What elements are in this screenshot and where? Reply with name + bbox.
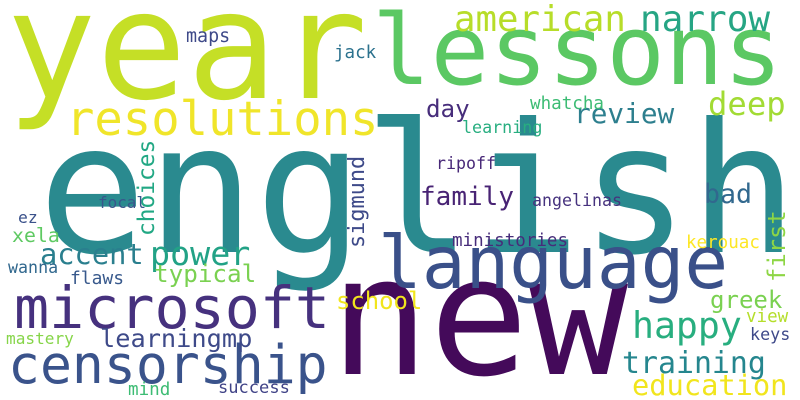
word-xela: xela [12,224,60,247]
word-school: school [336,287,423,315]
word-ripoff: ripoff [436,154,496,173]
word-narrow: narrow [640,0,771,40]
word-family: family [420,182,514,212]
word-year: year [6,0,368,134]
word-choices: choices [134,139,160,236]
word-education: education [632,368,788,400]
word-bad: bad [704,179,753,210]
word-training: training [622,346,766,381]
word-lessons: lessons [372,0,783,107]
word-sigmund: sigmund [345,155,370,248]
word-success: success [218,378,290,398]
word-ministories: ministories [452,231,568,251]
word-greek: greek [710,286,783,314]
word-whatcha: whatcha [530,94,604,114]
word-typical: typical [154,259,257,288]
word-censorship: censorship [8,334,328,396]
word-ez: ez [18,208,38,227]
word-new: new [330,221,628,400]
word-learning: learning [462,118,543,137]
word-keys: keys [750,324,791,344]
word-happy: happy [632,304,742,347]
word-flaws: flaws [70,268,124,289]
word-resolutions: resolutions [66,92,379,147]
word-angelinas: angelinas [532,191,622,210]
word-jack: jack [334,43,377,63]
word-kerouac: kerouac [686,233,760,253]
word-mind: mind [128,380,171,400]
word-focal: focal [98,193,146,212]
word-english: english [38,85,798,295]
word-accent: accent [40,237,144,271]
word-first: first [763,210,791,282]
word-deep: deep [708,85,786,123]
word-view: view [746,307,789,327]
word-day: day [426,95,470,123]
word-mastery: mastery [6,329,74,348]
word-power: power [150,234,251,273]
word-review: review [574,97,675,130]
word-language: language [378,222,729,306]
word-microsoft: microsoft [14,274,331,342]
word-learningmp: learningmp [100,324,253,353]
word-american: american [454,0,626,40]
word-wanna: wanna [8,258,59,277]
word-maps: maps [186,26,231,47]
